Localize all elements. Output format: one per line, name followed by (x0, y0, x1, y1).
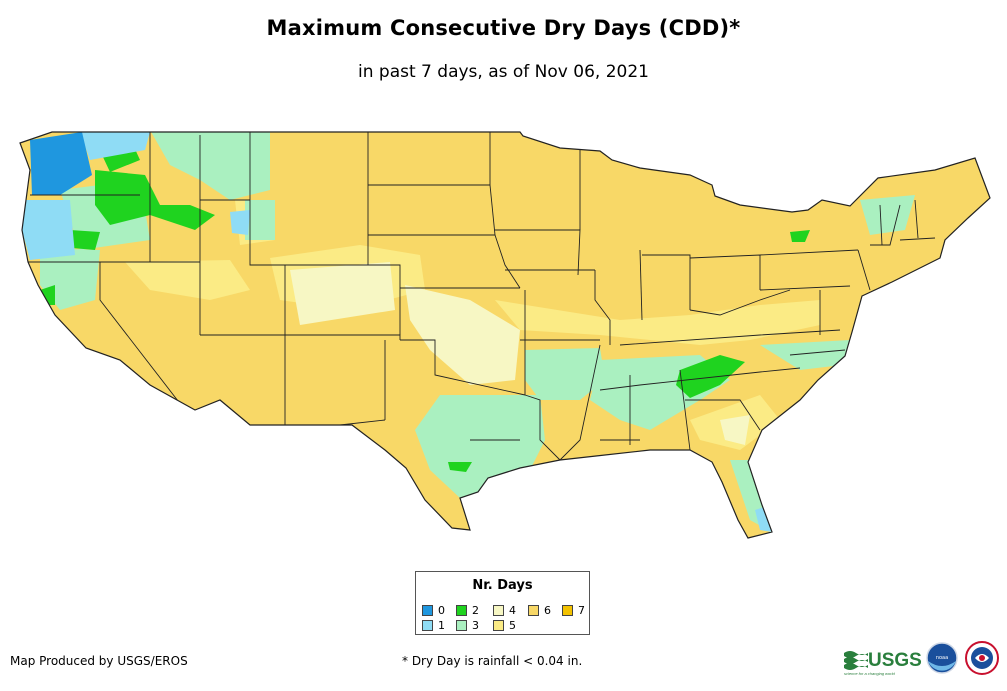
legend-item-7: 7 (562, 603, 585, 617)
noaa-wordmark: noaa (936, 655, 948, 661)
us-cdd-map (19, 131, 991, 539)
legend-swatch-0 (422, 604, 433, 616)
legend-swatch-2 (456, 604, 467, 616)
map-credit: Map Produced by USGS/EROS (10, 654, 188, 668)
nws-logo (965, 641, 999, 675)
map-subtitle: in past 7 days, as of Nov 06, 2021 (358, 62, 649, 82)
legend-swatch-5 (493, 619, 504, 631)
legend-item-4: 4 (493, 603, 516, 617)
legend-item-0: 0 (422, 603, 445, 617)
noaa-logo: noaa (926, 642, 958, 674)
legend-swatch-6 (528, 604, 539, 616)
legend-swatch-4 (493, 604, 504, 616)
legend-item-5: 5 (493, 618, 516, 632)
legend-label-2: 2 (472, 603, 479, 617)
legend-label-6: 6 (544, 603, 551, 617)
map-title: Maximum Consecutive Dry Days (CDD)* (266, 16, 741, 40)
legend-label-3: 3 (472, 618, 479, 632)
legend-swatch-1 (422, 619, 433, 631)
agency-logos: USGS science for a changing world noaa (844, 641, 999, 676)
legend-title: Nr. Days (472, 578, 533, 593)
legend-label-7: 7 (578, 603, 585, 617)
usgs-logo: USGS science for a changing world (844, 650, 922, 676)
legend-label-0: 0 (438, 603, 445, 617)
legend: Nr. Days 0 1 2 3 4 5 6 7 (415, 571, 590, 635)
legend-item-2: 2 (456, 603, 479, 617)
legend-label-1: 1 (438, 618, 445, 632)
legend-swatch-3 (456, 619, 467, 631)
footnote: * Dry Day is rainfall < 0.04 in. (402, 654, 583, 668)
legend-label-5: 5 (509, 618, 516, 632)
legend-label-4: 4 (509, 603, 516, 617)
legend-item-6: 6 (528, 603, 551, 617)
usgs-wordmark: USGS (868, 650, 922, 671)
legend-item-3: 3 (456, 618, 479, 632)
legend-swatch-7 (562, 604, 573, 616)
legend-item-1: 1 (422, 618, 445, 632)
usgs-tagline: science for a changing world (844, 671, 895, 676)
legend-items: 0 1 2 3 4 5 6 7 (422, 603, 587, 633)
